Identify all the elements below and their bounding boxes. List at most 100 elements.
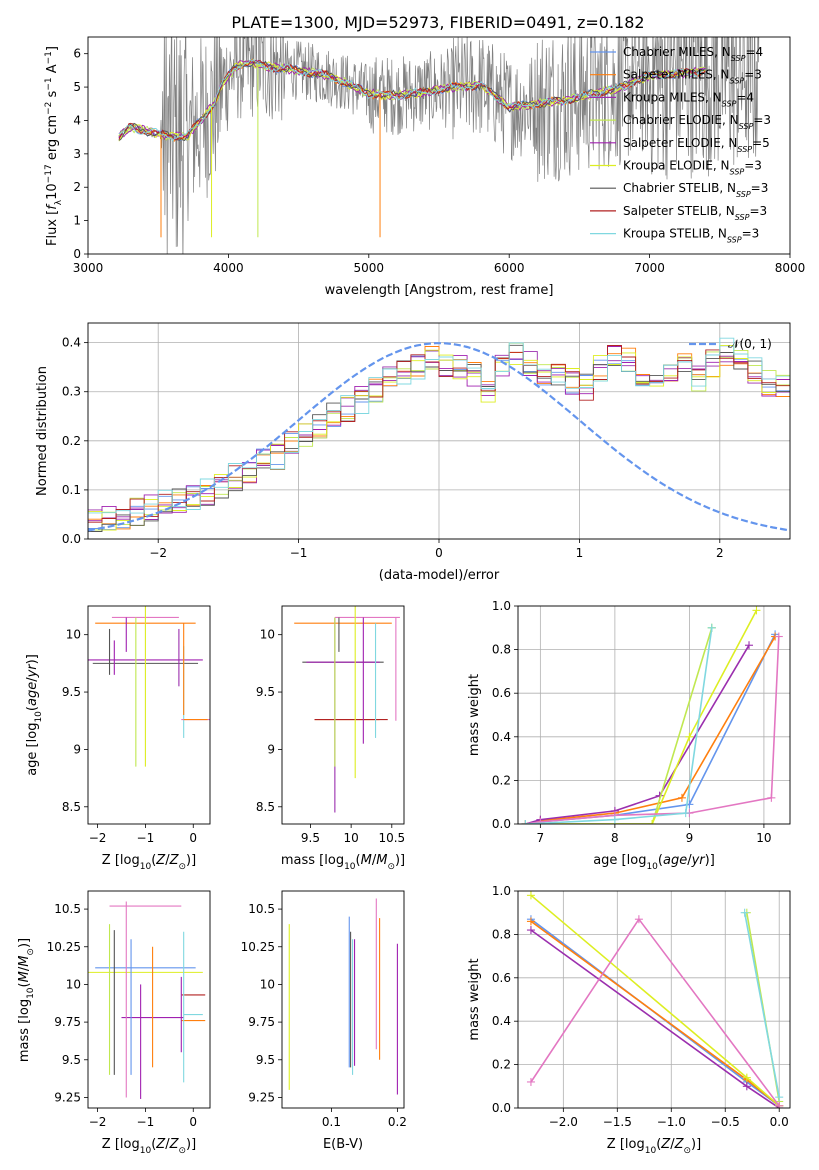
x-tick-label: −1 [137, 831, 155, 845]
weight-line [530, 894, 780, 1107]
y-tick-label: 0.2 [62, 434, 81, 448]
x-tick-label: −1.0 [657, 1115, 686, 1129]
y-tick-label: 9.5 [62, 1053, 81, 1067]
x-tick-label: 8000 [775, 261, 806, 275]
residual-histogram [88, 337, 790, 514]
x-tick-label: −0.5 [711, 1115, 740, 1129]
spectrum-legend: Chabrier MILES, NSSP=4 Salpeter MILES, NS… [590, 45, 771, 244]
x-axis-label: wavelength [Angstrom, rest frame] [325, 283, 554, 298]
x-tick-label: 5000 [354, 261, 385, 275]
figure-title: PLATE=1300, MJD=52973, FIBERID=0491, z=0… [231, 13, 644, 32]
y-tick-label: 10 [66, 977, 81, 991]
x-tick-label: 0.2 [388, 1115, 407, 1129]
x-axis-label: Z [log10(Z/Z⊙)] [607, 1137, 701, 1156]
x-tick-label: 7000 [634, 261, 665, 275]
x-tick-label: −1 [290, 546, 308, 560]
y-tick-label: 8.5 [256, 800, 275, 814]
legend-entry: 𝒩(0, 1) [728, 337, 772, 351]
x-tick-label: −1.5 [603, 1115, 632, 1129]
y-tick-label: 9.5 [256, 1053, 275, 1067]
weight-line [525, 644, 750, 824]
y-axis-label: Flux [fλ10−17 erg cm−2 s−1 A−1] [44, 46, 64, 246]
y-tick-label: 9.5 [256, 685, 275, 699]
x-axis-label: Z [log10(Z/Z⊙)] [102, 1137, 196, 1156]
axes-frame [87, 890, 211, 1109]
massweight-vs-metallicity-panel: −2.0 −1.5 −1.0 −0.5 0.0 0.0 0.2 0.4 0.6 0.8 1.0 Z [… [467, 884, 791, 1156]
model-spectrum [118, 58, 706, 142]
weight-line [525, 636, 780, 824]
weight-line [525, 610, 758, 824]
x-tick-label: 10 [756, 831, 771, 845]
y-tick-label: 0.4 [492, 1014, 511, 1028]
legend-entry: Chabrier STELIB, NSSP=3 [623, 181, 768, 199]
y-tick-label: 0.1 [62, 483, 81, 497]
x-tick-label: 8 [611, 831, 619, 845]
residual-histogram-panel: −2 −1 0 1 2 0.0 0.1 0.2 0.3 0.4 𝒩(0, 1) (data-model… [35, 322, 791, 583]
plot-area [526, 891, 784, 1108]
residual-histogram [88, 345, 790, 531]
x-tick-label: −2 [89, 1115, 107, 1129]
x-tick-label: 0 [435, 546, 443, 560]
y-tick-label: 9 [267, 742, 275, 756]
x-tick-label: 0.0 [770, 1115, 789, 1129]
y-tick-label: 0.6 [492, 971, 511, 985]
y-tick-label: 9.25 [54, 1090, 81, 1104]
y-tick-label: 0.2 [492, 773, 511, 787]
y-tick-label: 2 [73, 180, 81, 194]
plot-area [88, 337, 790, 532]
y-axis-label: Normed distribution [35, 366, 50, 496]
gaussian-curve [88, 342, 788, 532]
y-tick-label: 1.0 [492, 599, 511, 613]
residual-histogram [88, 344, 790, 532]
y-axis-label: age [log10(age/yr)] [25, 654, 44, 776]
legend-entry: Salpeter ELODIE, NSSP=5 [623, 136, 770, 154]
y-tick-label: 6 [73, 47, 81, 61]
y-tick-label: 0 [73, 247, 81, 261]
y-tick-label: 4 [73, 113, 81, 127]
x-tick-label: 0.1 [322, 1115, 341, 1129]
legend-entry: Kroupa ELODIE, NSSP=3 [623, 159, 762, 177]
y-tick-label: 0.0 [492, 1101, 511, 1115]
plot-area [88, 901, 206, 1099]
y-tick-label: 0.2 [492, 1058, 511, 1072]
residual-histogram [88, 345, 790, 531]
y-tick-label: 0.0 [62, 532, 81, 546]
y-tick-label: 0.8 [492, 927, 511, 941]
y-tick-label: 0.8 [492, 643, 511, 657]
y-tick-label: 0.4 [62, 336, 81, 350]
y-tick-label: 9.75 [54, 1015, 81, 1029]
axes-frame [517, 890, 791, 1109]
x-tick-label: 10 [343, 831, 358, 845]
x-tick-label: 9 [686, 831, 694, 845]
axes-frame [87, 322, 791, 540]
plot-area [88, 606, 210, 767]
y-tick-label: 10.25 [241, 940, 275, 954]
observed-spectrum [118, 37, 760, 254]
y-tick-label: 10 [260, 977, 275, 991]
y-tick-label: 10 [260, 628, 275, 642]
x-tick-label: −2 [149, 546, 167, 560]
x-tick-label: 6000 [494, 261, 525, 275]
y-tick-label: 5 [73, 80, 81, 94]
y-axis-label: mass [log10(M/M⊙)] [17, 938, 36, 1062]
axes-frame [517, 605, 791, 825]
x-tick-label: −2.0 [549, 1115, 578, 1129]
legend-entry: Kroupa STELIB, NSSP=3 [623, 227, 759, 245]
axes-frame [87, 605, 211, 825]
y-tick-label: 0.3 [62, 385, 81, 399]
y-tick-label: 0.0 [492, 817, 511, 831]
weight-line [530, 929, 780, 1108]
y-tick-label: 10.25 [47, 940, 81, 954]
y-tick-label: 3 [73, 147, 81, 161]
x-tick-label: 9.5 [301, 831, 320, 845]
y-tick-label: 10.5 [248, 902, 275, 916]
axes-frame [281, 890, 405, 1109]
legend-entry: Chabrier ELODIE, NSSP=3 [623, 113, 771, 131]
weight-line [525, 627, 713, 824]
model-spectrum [118, 59, 706, 141]
age-vs-mass-panel: 9.5 10 10.5 8.5 9 9.5 10 mass [log10(M/M⊙)] [256, 605, 405, 872]
weight-line [743, 912, 780, 1098]
y-axis-label: mass weight [467, 674, 482, 756]
y-tick-label: 8.5 [62, 800, 81, 814]
x-axis-label: Z [log10(Z/Z⊙)] [102, 853, 196, 872]
